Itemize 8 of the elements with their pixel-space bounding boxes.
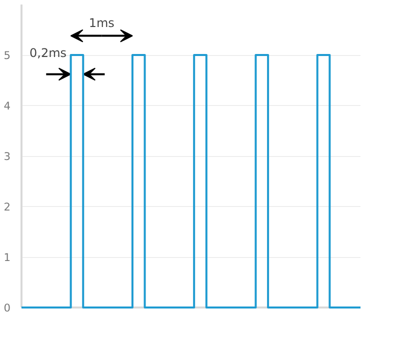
annotation: 1ms xyxy=(88,16,114,30)
y-tick-label: 5 xyxy=(4,49,10,62)
y-tick-label: 4 xyxy=(4,100,11,112)
y-tick-label: 0 xyxy=(4,302,11,314)
y-tick-label: 2 xyxy=(4,200,10,214)
y-tick-label: 3 xyxy=(4,150,10,163)
y-tick-label: 1 xyxy=(4,251,10,264)
annotation: 0,2ms xyxy=(29,46,67,60)
